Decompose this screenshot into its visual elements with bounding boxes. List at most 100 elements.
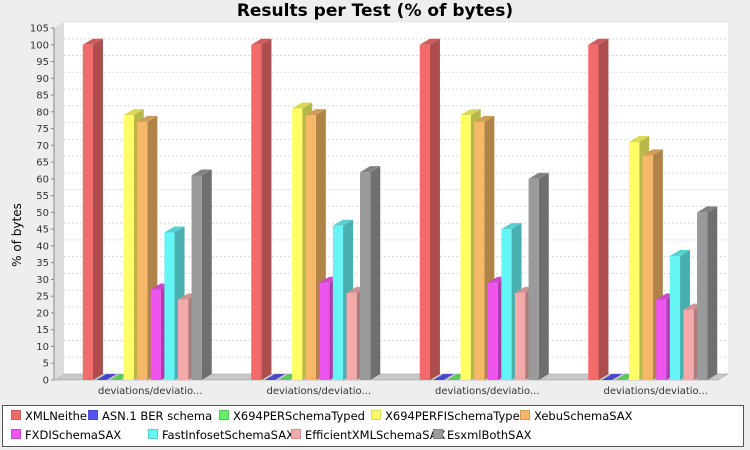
legend-swatch xyxy=(520,410,530,420)
bar-side xyxy=(538,172,549,380)
bar-top xyxy=(164,226,185,233)
y-tick-label: 35 xyxy=(36,258,49,269)
legend-item: X694PERSchemaTyped xyxy=(219,409,365,423)
bar-front xyxy=(150,289,161,380)
y-tick-label: 15 xyxy=(36,325,49,336)
y-tick-label: 95 xyxy=(36,57,49,68)
bar-top xyxy=(528,172,549,179)
legend-label: EsxmlBothSAX xyxy=(447,428,532,442)
y-tick-label: 0 xyxy=(43,376,49,387)
bar-side xyxy=(201,169,212,380)
bar xyxy=(251,38,272,381)
bar xyxy=(433,374,454,380)
bar-side xyxy=(429,38,440,381)
x-tick-label: deviations/deviatio... xyxy=(98,386,203,397)
y-tick-label: 10 xyxy=(36,342,49,353)
legend-swatch xyxy=(291,429,301,439)
bar-front xyxy=(360,172,371,380)
legend-label: X694PERFISchemaTyped xyxy=(385,409,527,423)
bar-front xyxy=(683,309,694,380)
bar-top xyxy=(601,374,623,380)
bar-front xyxy=(82,44,93,381)
bar-front xyxy=(346,292,357,380)
bar-front xyxy=(332,225,344,380)
legend-label: XMLNeither xyxy=(25,409,92,423)
bar-front xyxy=(697,212,708,380)
legend-swatch xyxy=(148,429,158,439)
x-tick-label: deviations/deviatio... xyxy=(266,386,371,397)
legend-item: XebuSchemaSAX xyxy=(520,409,633,423)
y-tick-label: 70 xyxy=(36,141,49,152)
y-tick-label: 30 xyxy=(36,275,49,286)
y-tick-label: 85 xyxy=(36,91,49,102)
bar-front xyxy=(669,255,681,380)
bar-front xyxy=(528,178,539,380)
x-tick-label: deviations/deviatio... xyxy=(435,386,540,397)
legend-swatch xyxy=(11,429,21,439)
legend-label: EfficientXMLSchemaSAX xyxy=(305,428,446,442)
y-tick-label: 5 xyxy=(43,359,49,370)
bar xyxy=(96,374,117,380)
bar xyxy=(191,169,212,380)
legend-label: FXDISchemaSAX xyxy=(25,428,122,442)
bar-front xyxy=(642,155,653,380)
bar-front xyxy=(588,44,599,381)
bar-front xyxy=(656,299,667,380)
bar xyxy=(82,38,103,381)
y-axis-label: % of bytes xyxy=(10,203,24,267)
bar-top xyxy=(251,38,272,45)
bar-top xyxy=(669,249,691,256)
bar-side xyxy=(707,206,718,380)
bar-top xyxy=(123,109,144,116)
bar-front xyxy=(191,175,202,380)
y-tick-label: 90 xyxy=(36,74,49,85)
bar-layer xyxy=(82,38,718,381)
bar-front xyxy=(514,292,526,380)
bar-top xyxy=(360,166,381,173)
legend-item: EfficientXMLSchemaSAX xyxy=(291,428,445,442)
legend-label: XebuSchemaSAX xyxy=(534,409,633,423)
bar-top xyxy=(460,109,481,116)
bar xyxy=(360,166,381,380)
bar-top xyxy=(332,219,354,226)
bar-front xyxy=(419,44,430,381)
legend-swatch xyxy=(88,410,98,420)
legend-item: X694PERFISchemaTyped xyxy=(371,409,527,423)
bar-top xyxy=(191,169,212,176)
bar-front xyxy=(292,108,303,380)
legend-item: FXDISchemaSAX xyxy=(11,428,121,442)
legend-item: XMLNeither xyxy=(11,409,92,423)
legend-label: FastInfosetSchemaSAX xyxy=(162,428,294,442)
bar-top xyxy=(137,115,158,122)
bar-top xyxy=(264,374,286,380)
y-tick-label: 20 xyxy=(36,308,49,319)
y-tick-label: 60 xyxy=(36,174,49,185)
bar xyxy=(264,374,286,380)
bar xyxy=(419,38,440,381)
bar-top xyxy=(82,38,103,45)
bar-top xyxy=(642,149,663,156)
bar-top xyxy=(305,109,326,116)
bar-front xyxy=(137,121,148,380)
y-tick-label: 65 xyxy=(36,158,49,169)
bar-side xyxy=(261,38,272,381)
bar xyxy=(528,172,549,380)
legend: XMLNeither ASN.1 BER schema X694PERSchemaT… xyxy=(2,405,744,447)
y-tick-label: 55 xyxy=(36,191,49,202)
bar-chart: 0 5 10 15 20 25 30 35 40 45 50 55 60 65 70 75 80 85 90 95 10… xyxy=(10,21,729,397)
bar-side xyxy=(598,38,609,381)
bar-front xyxy=(487,282,498,380)
bar-top xyxy=(501,223,522,230)
legend-label: ASN.1 BER schema xyxy=(102,409,213,423)
bar-front xyxy=(629,141,640,380)
y-tick-label: 100 xyxy=(30,40,49,51)
bar-top xyxy=(419,38,440,45)
bar-front xyxy=(251,44,262,381)
x-tick-label: deviations/deviatio... xyxy=(603,386,708,397)
y-tick-label: 25 xyxy=(36,292,49,303)
bar-top xyxy=(292,102,313,109)
y-tick-label: 40 xyxy=(36,241,49,252)
bar-front xyxy=(177,299,189,380)
bar xyxy=(588,38,609,381)
bar-front xyxy=(319,282,330,380)
